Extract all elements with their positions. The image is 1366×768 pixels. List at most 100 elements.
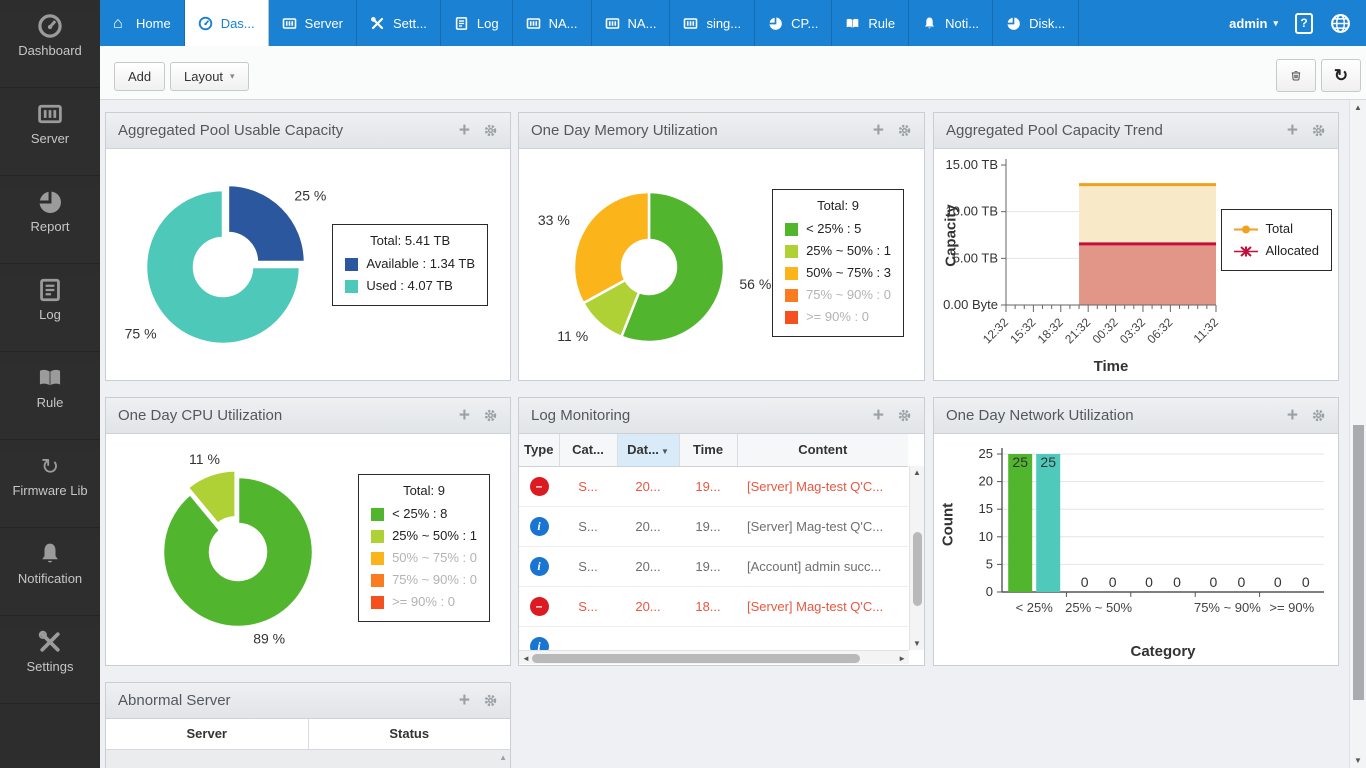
log-table-row[interactable]: i S... 20... 19... [Server] Mag-test Q'C... <box>519 506 908 547</box>
nav-tab-sett[interactable]: Sett... <box>357 0 441 46</box>
column-header-content[interactable]: Content <box>737 434 908 467</box>
help-icon[interactable]: ? <box>1295 12 1313 34</box>
add-widget-icon[interactable]: + <box>458 690 470 711</box>
nav-tab-cp[interactable]: CP... <box>755 0 833 46</box>
cell-date: 20... <box>617 586 679 627</box>
scroll-up-icon[interactable]: ▲ <box>913 468 921 477</box>
nav-tab-rule[interactable]: Rule <box>832 0 910 46</box>
legend-label: 50% ~ 75% : 0 <box>392 550 477 565</box>
chevron-down-icon: ▾ <box>1273 17 1278 28</box>
gear-icon[interactable] <box>1311 123 1326 138</box>
chart-legend: Total: 9 < 25% : 8 25% ~ 50% : 1 50% ~ 75%… <box>358 474 490 622</box>
cell-time: 19... <box>679 546 737 587</box>
log-table-row[interactable]: i S... 20... 19... [Account] admin succ... <box>519 546 908 587</box>
layout-dropdown[interactable]: Layout ▾ <box>170 62 249 91</box>
sidebar-item-rule[interactable]: Rule <box>0 365 100 440</box>
add-widget-icon[interactable]: + <box>872 120 884 141</box>
nav-tab-label: Das... <box>220 15 255 31</box>
chart-legend: Total: 5.41 TB Available : 1.34 TB Used :… <box>332 224 488 306</box>
page-vertical-scrollbar[interactable]: ▲ ▼ <box>1349 100 1366 768</box>
nav-tab-na[interactable]: NA... <box>592 0 671 46</box>
slice-callout-label: 33 % <box>538 212 570 228</box>
dashboard-icon <box>37 13 63 39</box>
scroll-up-icon[interactable]: ▲ <box>499 753 507 762</box>
y-tick-label: 10 <box>979 529 993 544</box>
nav-tab-noti[interactable]: Noti... <box>909 0 994 46</box>
sidebar-item-firmware-lib[interactable]: ↻ Firmware Lib <box>0 453 100 528</box>
sidebar-item-server[interactable]: Server <box>0 101 100 176</box>
slice-callout-label: 11 % <box>189 451 220 467</box>
gear-icon[interactable] <box>897 408 912 423</box>
gear-icon[interactable] <box>897 123 912 138</box>
log-table-row[interactable]: – S... 20... 18... [Server] Mag-test Q'C... <box>519 586 908 627</box>
nav-tab-disk[interactable]: Disk... <box>993 0 1080 46</box>
scroll-right-icon[interactable]: ► <box>898 654 906 663</box>
delete-widget-button[interactable] <box>1276 59 1316 92</box>
vertical-scrollbar[interactable]: ▲ ▼ <box>909 466 924 650</box>
add-widget-icon[interactable]: + <box>458 405 470 426</box>
scrollbar-thumb[interactable] <box>913 532 922 606</box>
column-header-status[interactable]: Status <box>308 719 510 750</box>
horizontal-scrollbar[interactable]: ◄ ► <box>519 650 909 664</box>
scroll-down-icon[interactable]: ▼ <box>1354 756 1362 765</box>
column-header-type[interactable]: Type <box>519 434 560 467</box>
column-header-time[interactable]: Time <box>679 434 738 467</box>
slice-callout-label: 75 % <box>125 325 157 341</box>
add-button[interactable]: Add <box>114 62 166 91</box>
user-menu[interactable]: admin ▾ <box>1229 16 1278 31</box>
gear-icon[interactable] <box>483 693 498 708</box>
log-table-row[interactable]: – S... 20... 19... [Server] Mag-test Q'C... <box>519 466 908 507</box>
gear-icon[interactable] <box>483 408 498 423</box>
legend-title: Total: 9 <box>403 483 445 498</box>
legend-label: 75% ~ 90% : 0 <box>806 287 891 302</box>
y-tick-label: 10.00 TB <box>945 204 998 219</box>
capacity-trend-area-chart: 15.00 TB 10.00 TB 5.00 TB 0.00 Byte 12:3215:… <box>943 157 1221 346</box>
scrollbar-thumb[interactable] <box>1353 425 1364 700</box>
scroll-down-icon[interactable]: ▼ <box>913 639 921 648</box>
dashboard-grid: Aggregated Pool Usable Capacity + 25 % 75… <box>100 100 1349 768</box>
globe-icon[interactable] <box>1330 13 1351 34</box>
column-header-date-sorted[interactable]: Dat... ▼ <box>617 434 680 467</box>
slice-callout-label: 89 % <box>253 631 285 647</box>
nav-tab-das[interactable]: Das... <box>184 0 269 46</box>
legend-swatch <box>785 244 799 258</box>
sidebar-item-dashboard[interactable]: Dashboard <box>0 13 100 88</box>
nav-tab-na[interactable]: NA... <box>513 0 592 46</box>
nav-tab-sing[interactable]: sing... <box>670 0 756 46</box>
x-tick-label: >= 90% <box>1269 600 1314 615</box>
legend-swatch <box>371 573 385 587</box>
nav-tab-label: NA... <box>627 15 657 31</box>
sidebar-item-report[interactable]: Report <box>0 189 100 264</box>
legend-swatch <box>785 288 799 302</box>
add-widget-icon[interactable]: + <box>872 405 884 426</box>
panel-header: Aggregated Pool Capacity Trend + <box>934 113 1338 149</box>
home-icon: ⌂ <box>113 14 123 32</box>
scrollbar-thumb[interactable] <box>532 654 860 663</box>
nav-right: admin ▾ ? <box>1229 0 1366 46</box>
donut-slice <box>572 190 651 305</box>
gear-icon[interactable] <box>483 123 498 138</box>
column-header-server[interactable]: Server <box>106 719 309 750</box>
memory-utilization-donut-chart: 56 % 11 % 33 % <box>538 190 771 344</box>
nav-tab-server[interactable]: Server <box>269 0 357 46</box>
nav-tab-home[interactable]: ⌂ Home <box>100 0 185 46</box>
legend-swatch <box>345 257 359 271</box>
sidebar-item-log[interactable]: Log <box>0 277 100 352</box>
add-widget-icon[interactable]: + <box>458 120 470 141</box>
refresh-button[interactable]: ↻ <box>1321 59 1361 92</box>
nav-tab-label: Sett... <box>392 15 427 31</box>
chevron-down-icon: ▾ <box>230 71 235 81</box>
x-tick-label: 15:32 <box>1007 315 1038 346</box>
add-widget-icon[interactable]: + <box>1286 120 1298 141</box>
sidebar-item-notification[interactable]: Notification <box>0 541 100 616</box>
column-header-category[interactable]: Cat... <box>559 434 618 467</box>
sidebar-item-label: Report <box>30 219 70 234</box>
scroll-left-icon[interactable]: ◄ <box>522 654 530 663</box>
nav-tab-log[interactable]: Log <box>441 0 513 46</box>
server-icon <box>282 16 297 31</box>
scroll-up-icon[interactable]: ▲ <box>1354 103 1362 112</box>
sidebar-item-settings[interactable]: Settings <box>0 629 100 704</box>
add-widget-icon[interactable]: + <box>1286 405 1298 426</box>
gear-icon[interactable] <box>1311 408 1326 423</box>
y-tick-label: 5.00 TB <box>953 250 998 265</box>
